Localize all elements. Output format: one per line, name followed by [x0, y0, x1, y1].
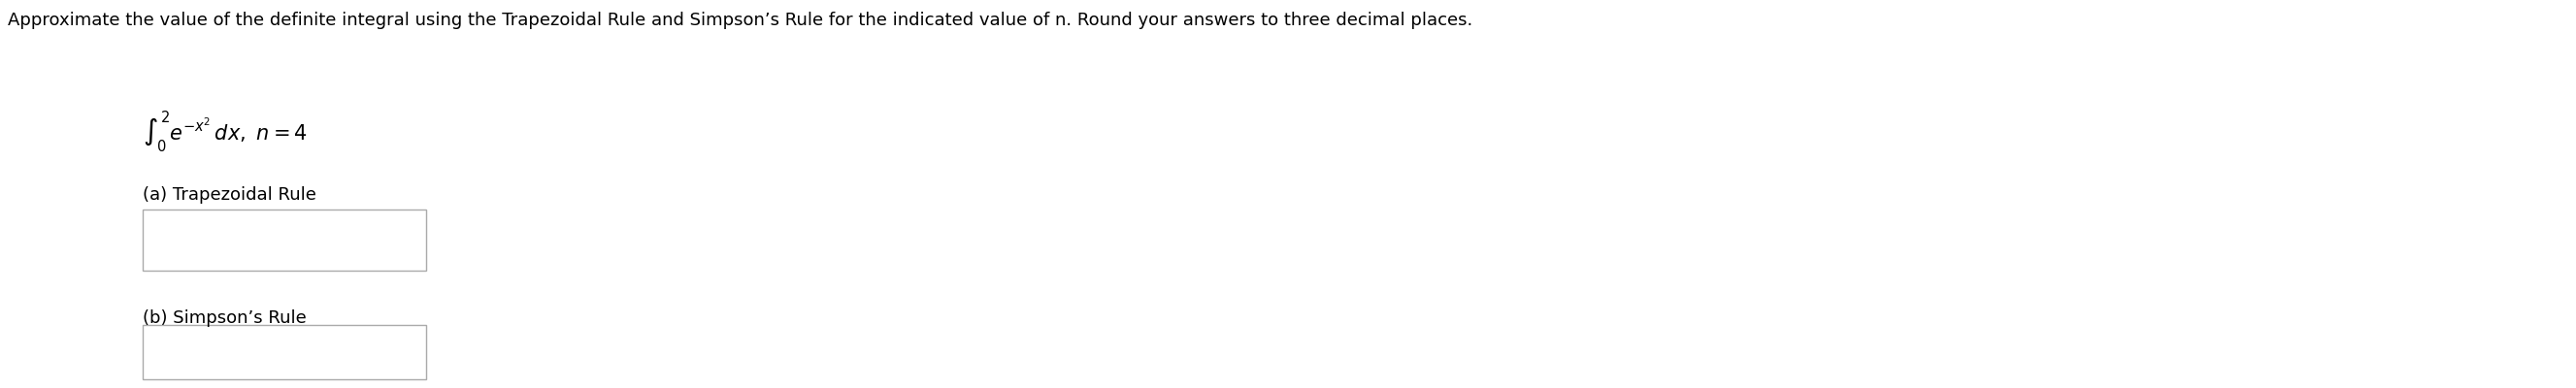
Text: (b) Simpson’s Rule: (b) Simpson’s Rule [142, 310, 307, 327]
FancyBboxPatch shape [142, 210, 425, 271]
Text: $\int_{0}^{2} e^{-x^2}\, dx,\ n = 4$: $\int_{0}^{2} e^{-x^2}\, dx,\ n = 4$ [142, 109, 307, 155]
FancyBboxPatch shape [142, 325, 425, 379]
Text: (a) Trapezoidal Rule: (a) Trapezoidal Rule [142, 186, 317, 204]
Text: Approximate the value of the definite integral using the Trapezoidal Rule and Si: Approximate the value of the definite in… [8, 12, 1473, 29]
